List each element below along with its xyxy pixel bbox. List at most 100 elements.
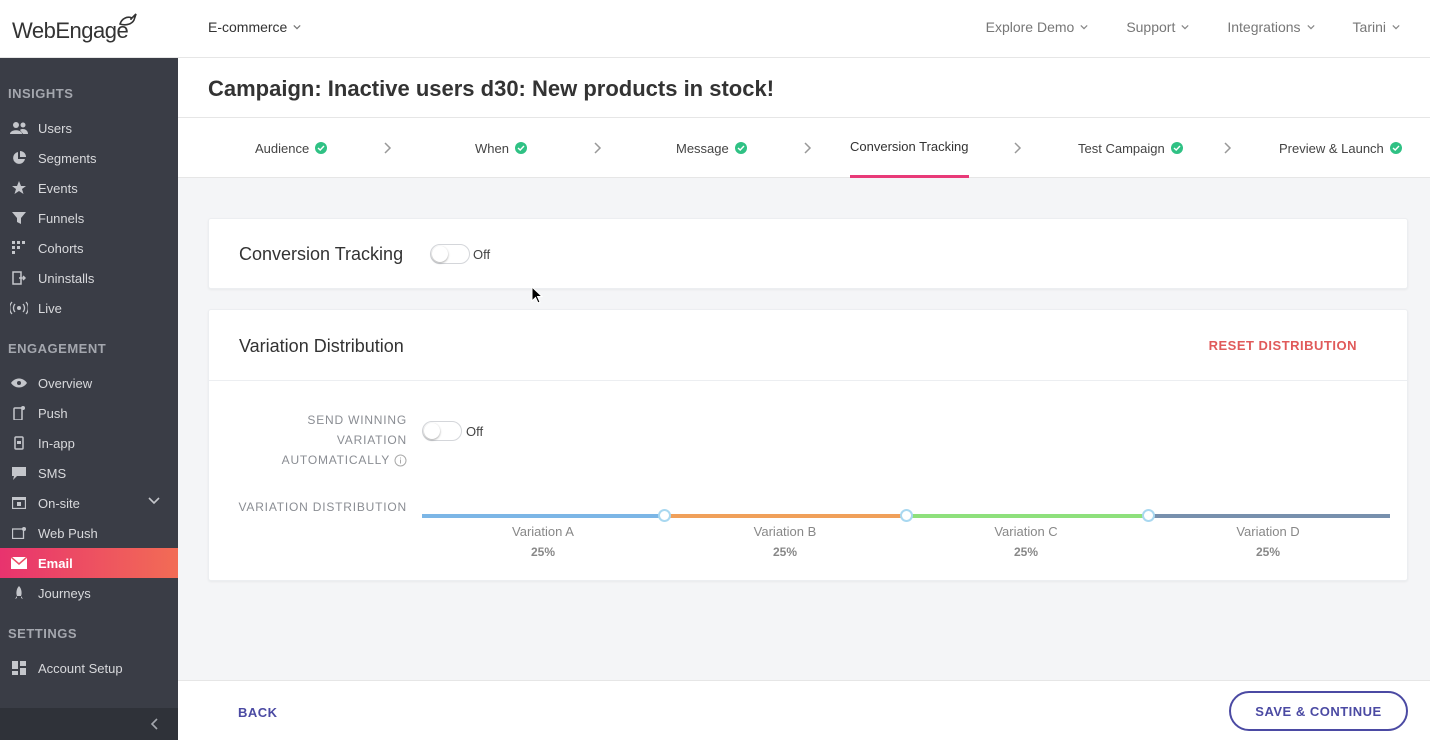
step-preview-launch[interactable]: Preview & Launch — [1279, 118, 1402, 178]
chevron-left-icon[interactable] — [150, 718, 158, 730]
chevron-down-icon — [1181, 24, 1189, 30]
nav-user-menu[interactable]: Tarini — [1353, 19, 1400, 35]
step-test-campaign[interactable]: Test Campaign — [1078, 118, 1183, 178]
nav-explore-demo[interactable]: Explore Demo — [986, 19, 1089, 35]
top-nav: Explore Demo Support Integrations Tarini — [986, 19, 1400, 35]
page-title: Campaign: Inactive users d30: New produc… — [208, 76, 775, 101]
sidebar-item-cohorts[interactable]: Cohorts — [0, 233, 178, 263]
check-circle-icon — [514, 142, 527, 154]
title-bar: Campaign: Inactive users d30: New produc… — [178, 58, 1430, 118]
sidebar-item-push[interactable]: Push — [0, 398, 178, 428]
sidebar-item-overview[interactable]: Overview — [0, 368, 178, 398]
envelope-icon — [10, 556, 28, 570]
send-winning-state: Off — [466, 424, 484, 439]
mobile-push-icon — [10, 406, 28, 420]
chevron-down-icon[interactable] — [148, 497, 160, 505]
save-continue-button[interactable]: SAVE & CONTINUE — [1229, 691, 1408, 731]
variation-a-label: Variation A — [512, 524, 574, 539]
mouse-cursor-icon — [531, 286, 543, 304]
reset-distribution-button[interactable]: RESET DISTRIBUTION — [1208, 338, 1357, 353]
project-name: E-commerce — [208, 19, 288, 35]
variation-c-label: Variation C — [994, 524, 1058, 539]
project-selector[interactable]: E-commerce — [208, 19, 301, 35]
sidebar-item-users[interactable]: Users — [0, 113, 178, 143]
variation-distribution-label: VARIATION DISTRIBUTION — [238, 500, 407, 514]
send-winning-label: SEND WINNING VARIATION AUTOMATICALLY — [281, 413, 407, 467]
variation-b-segment — [664, 514, 906, 518]
webengage-logo[interactable]: WebEngage — [12, 10, 137, 43]
users-icon — [10, 121, 28, 135]
web-push-icon — [10, 526, 28, 540]
sidebar-item-uninstalls[interactable]: Uninstalls — [0, 263, 178, 293]
sidebar-item-live[interactable]: Live — [0, 293, 178, 323]
sidebar-item-in-app[interactable]: In-app — [0, 428, 178, 458]
nav-integrations[interactable]: Integrations — [1227, 19, 1315, 35]
sidebar-item-account-setup[interactable]: Account Setup — [0, 653, 178, 683]
pie-chart-icon — [10, 151, 28, 165]
chevron-down-icon — [1392, 24, 1400, 30]
conversion-tracking-card: Conversion Tracking Off — [208, 218, 1408, 289]
check-circle-icon — [315, 142, 328, 154]
variation-a-pct: 25% — [530, 545, 556, 559]
toggle-knob — [424, 423, 440, 439]
variation-c-segment — [906, 514, 1148, 518]
conversion-tracking-toggle[interactable] — [430, 244, 470, 264]
chevron-right-icon — [1014, 142, 1022, 154]
slider-handle-2[interactable] — [900, 509, 913, 522]
card-header: Variation Distribution RESET DISTRIBUTIO… — [209, 310, 1407, 381]
chevron-right-icon — [804, 142, 812, 154]
check-circle-icon — [1389, 142, 1402, 154]
grid-icon — [10, 241, 28, 255]
sidebar-item-journeys[interactable]: Journeys — [0, 578, 178, 608]
distribution-slider[interactable] — [422, 509, 1390, 522]
send-winning-toggle[interactable] — [422, 421, 462, 441]
variation-d-label: Variation D — [1236, 524, 1300, 539]
chevron-right-icon — [594, 142, 602, 154]
dashboard-icon — [10, 661, 28, 675]
slider-handle-1[interactable] — [658, 509, 671, 522]
funnel-icon — [10, 211, 28, 225]
sidebar-item-segments[interactable]: Segments — [0, 143, 178, 173]
sms-icon — [10, 466, 28, 480]
sidebar-item-events[interactable]: Events — [0, 173, 178, 203]
variation-distribution-title: Variation Distribution — [239, 336, 404, 356]
star-icon — [10, 181, 28, 195]
step-audience[interactable]: Audience — [255, 118, 328, 178]
check-circle-icon — [1170, 142, 1183, 154]
step-conversion-tracking[interactable]: Conversion Tracking — [850, 118, 969, 178]
step-when[interactable]: When — [475, 118, 527, 178]
sidebar-item-funnels[interactable]: Funnels — [0, 203, 178, 233]
variation-b-pct: 25% — [772, 545, 798, 559]
sidebar: INSIGHTS Users Segments Events Funnels C… — [0, 58, 178, 740]
exit-icon — [10, 271, 28, 285]
sidebar-item-sms[interactable]: SMS — [0, 458, 178, 488]
browser-window-icon — [10, 496, 28, 510]
info-icon[interactable] — [394, 454, 407, 467]
variation-d-pct: 25% — [1255, 545, 1281, 559]
sidebar-item-email[interactable]: Email — [0, 548, 178, 578]
step-message[interactable]: Message — [676, 118, 747, 178]
conversion-tracking-label: Conversion Tracking — [239, 244, 404, 264]
sidebar-item-web-push[interactable]: Web Push — [0, 518, 178, 548]
broadcast-icon — [10, 301, 28, 315]
chevron-right-icon — [384, 142, 392, 154]
variation-d-segment — [1148, 514, 1390, 518]
slider-handle-3[interactable] — [1142, 509, 1155, 522]
footer-bar: BACK SAVE & CONTINUE — [178, 680, 1430, 740]
chevron-down-icon — [1306, 24, 1315, 30]
rocket-icon — [10, 586, 28, 600]
variation-distribution-card: Variation Distribution RESET DISTRIBUTIO… — [208, 309, 1408, 581]
in-app-icon — [10, 436, 28, 450]
campaign-steps: Audience When Message Conversion Trackin… — [178, 118, 1430, 178]
variation-a-segment — [422, 514, 664, 518]
section-title-engagement: ENGAGEMENT — [8, 341, 107, 356]
chevron-down-icon — [293, 24, 301, 30]
bird-logo-icon — [118, 13, 137, 26]
sidebar-item-on-site[interactable]: On-site — [0, 488, 178, 518]
back-button[interactable]: BACK — [238, 705, 278, 720]
nav-support[interactable]: Support — [1126, 19, 1189, 35]
check-circle-icon — [734, 142, 747, 154]
eye-icon — [10, 376, 28, 390]
sidebar-collapse-bar — [0, 708, 178, 740]
chevron-right-icon — [1224, 142, 1232, 154]
